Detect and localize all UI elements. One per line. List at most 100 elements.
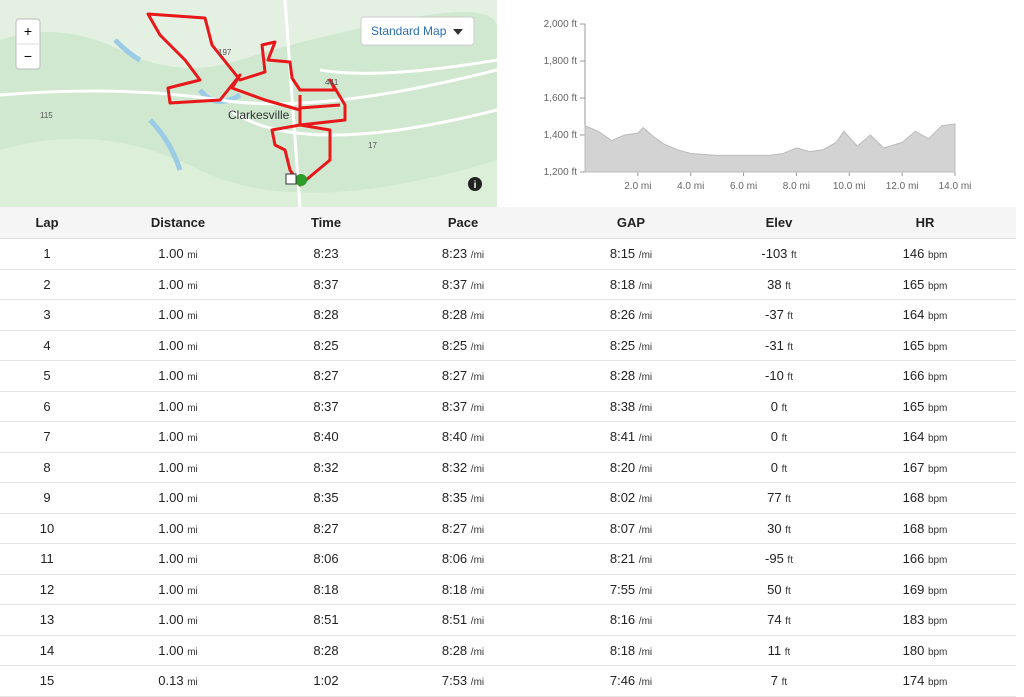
gap-value: 8:25 bbox=[609, 337, 636, 353]
cell: 8:06 /mi bbox=[442, 544, 484, 575]
gap-value: 8:20 bbox=[609, 459, 636, 475]
cell: 166 bpm bbox=[903, 361, 948, 392]
cell: -10 ft bbox=[765, 361, 793, 392]
gap-value: 7:55 bbox=[609, 581, 636, 597]
cell: 1:02 bbox=[313, 666, 338, 695]
lap-row: 6 1.00 mi 8:37 8:37 /mi 8:38 /mi 0 ft 165 bpm bbox=[0, 392, 1016, 423]
x-tick-label: 14.0 mi bbox=[939, 181, 972, 192]
pace-value: 8:35 bbox=[441, 490, 468, 505]
unit: /mi bbox=[470, 433, 485, 444]
cell: 1.00 mi bbox=[158, 361, 198, 392]
time-value: 8:28 bbox=[313, 642, 339, 658]
pace-value: 8:06 bbox=[441, 551, 468, 566]
unit: mi bbox=[187, 372, 198, 383]
unit: bpm bbox=[927, 646, 948, 658]
lap-value: 11 bbox=[40, 551, 54, 566]
unit: /mi bbox=[470, 280, 485, 292]
cell: 15 bbox=[40, 666, 54, 695]
map-style-button[interactable] bbox=[360, 16, 475, 46]
distance-value: 1.00 bbox=[158, 307, 184, 322]
cell: 167 bpm bbox=[903, 453, 948, 484]
lap-value: 10 bbox=[39, 520, 55, 536]
cell: 165 bpm bbox=[903, 270, 948, 301]
gap-value: 7:46 bbox=[609, 673, 636, 688]
unit: /mi bbox=[470, 311, 485, 322]
lap-row: 8 1.00 mi 8:32 8:32 /mi 8:20 /mi 0 ft 167 bpm bbox=[0, 453, 1016, 484]
unit: /mi bbox=[638, 646, 653, 658]
info-glyph: i bbox=[474, 180, 477, 191]
unit: /mi bbox=[470, 677, 485, 688]
unit: ft bbox=[785, 616, 791, 627]
unit: ft bbox=[785, 585, 791, 597]
distance-value: 1.00 bbox=[158, 459, 184, 475]
pace-value: 8:51 bbox=[441, 612, 468, 627]
unit: bpm bbox=[927, 463, 948, 475]
cell: 11 ft bbox=[768, 636, 791, 667]
lap-row: 3 1.00 mi 8:28 8:28 /mi 8:26 /mi -37 ft 164 bp… bbox=[0, 300, 1016, 331]
unit: /mi bbox=[470, 250, 485, 261]
y-tick-label: 1,400 ft bbox=[544, 130, 578, 141]
cell: 8:15 /mi bbox=[610, 239, 652, 270]
cell: 8:26 /mi bbox=[610, 300, 652, 331]
route-map: Clarkesville 115 197 441 17 + − Standard… bbox=[0, 0, 497, 207]
cell: 180 bpm bbox=[903, 636, 948, 667]
unit: /mi bbox=[470, 372, 485, 383]
cell: 8:16 /mi bbox=[610, 605, 652, 636]
lap-value: 6 bbox=[43, 398, 51, 414]
time-value: 8:18 bbox=[313, 581, 339, 597]
hr-value: 168 bbox=[902, 490, 925, 505]
unit: ft bbox=[784, 646, 791, 658]
distance-value: 1.00 bbox=[158, 246, 184, 261]
elev-value: 0 bbox=[770, 429, 779, 444]
town-label: Clarkesville bbox=[228, 108, 290, 122]
unit: /mi bbox=[638, 463, 653, 475]
unit: mi bbox=[187, 494, 198, 505]
zoom-out[interactable]: − bbox=[24, 48, 32, 64]
elev-value: 7 bbox=[770, 673, 779, 688]
elev-value: 38 bbox=[767, 276, 782, 292]
lap-value: 1 bbox=[43, 246, 51, 261]
road-label: 115 bbox=[40, 111, 53, 120]
gap-value: 8:07 bbox=[609, 520, 636, 536]
zoom-in[interactable]: + bbox=[24, 23, 32, 39]
cell: 7:55 /mi bbox=[610, 575, 652, 606]
time-value: 8:25 bbox=[313, 337, 339, 353]
cell: 77 ft bbox=[767, 483, 791, 514]
x-tick-label: 2.0 mi bbox=[624, 181, 651, 192]
cell: 8:18 bbox=[313, 575, 338, 604]
time-value: 8:35 bbox=[313, 490, 339, 505]
hr-value: 168 bbox=[902, 520, 925, 536]
distance-value: 1.00 bbox=[158, 581, 184, 597]
cell: 8:23 /mi bbox=[442, 239, 484, 270]
cell: 165 bpm bbox=[903, 392, 948, 423]
lap-value: 8 bbox=[43, 459, 51, 475]
unit: /mi bbox=[470, 524, 485, 536]
unit: ft bbox=[781, 463, 788, 475]
cell: 1.00 mi bbox=[158, 636, 198, 667]
header-cell: Time bbox=[310, 215, 342, 230]
cell: 8:40 bbox=[313, 422, 338, 451]
unit: /mi bbox=[470, 341, 485, 353]
unit: ft bbox=[785, 280, 791, 292]
cell: 8:37 /mi bbox=[442, 270, 484, 301]
unit: /mi bbox=[470, 555, 485, 566]
cell: 8:28 /mi bbox=[442, 636, 484, 667]
cell: 2 bbox=[43, 270, 50, 299]
map-style-label: Standard Map bbox=[371, 24, 447, 38]
time-value: 8:27 bbox=[313, 368, 339, 383]
info-icon[interactable] bbox=[468, 177, 482, 191]
time-value: 8:51 bbox=[313, 612, 339, 627]
pace-value: 8:40 bbox=[441, 429, 468, 444]
cell: -37 ft bbox=[765, 300, 793, 331]
time-value: 1:02 bbox=[313, 673, 339, 688]
pace-value: 8:32 bbox=[441, 459, 468, 475]
unit: /mi bbox=[638, 524, 653, 536]
y-tick-label: 2,000 ft bbox=[544, 19, 578, 30]
lap-value: 5 bbox=[43, 368, 51, 383]
cell: 38 ft bbox=[767, 270, 791, 301]
cell: 8 bbox=[43, 453, 50, 482]
cell: 8:32 /mi bbox=[442, 453, 484, 484]
cell: 8:20 /mi bbox=[610, 453, 652, 484]
unit: mi bbox=[187, 433, 198, 444]
